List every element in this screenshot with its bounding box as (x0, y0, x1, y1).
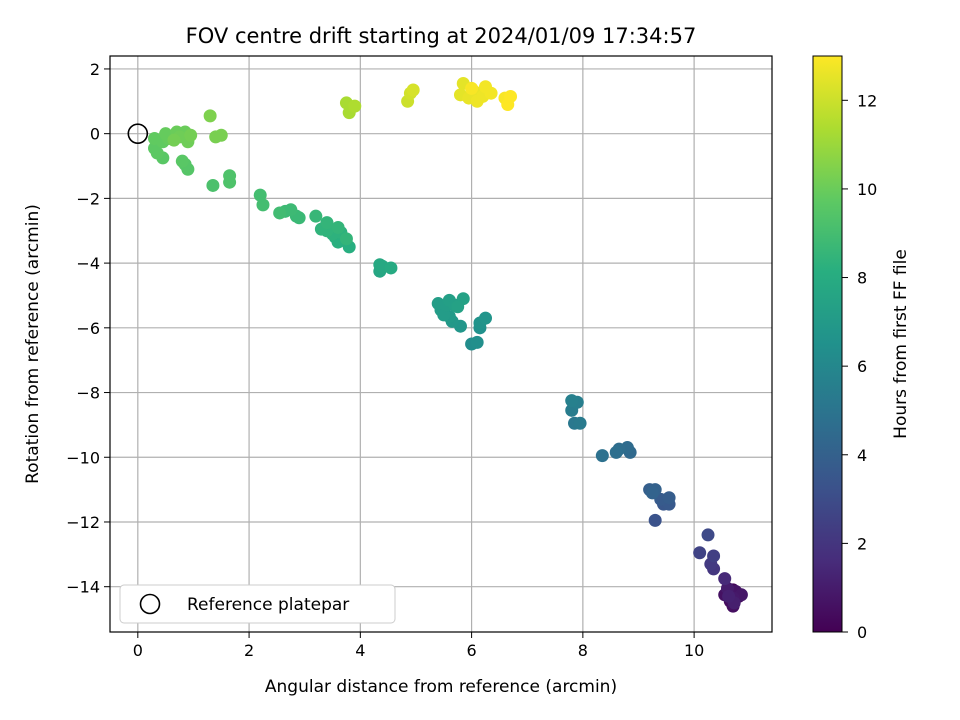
data-point (662, 491, 676, 505)
y-tick-label: −14 (66, 578, 100, 597)
colorbar-tick-label: 6 (857, 357, 867, 376)
legend-marker (139, 593, 161, 615)
data-point (203, 109, 217, 123)
y-axis-label: Rotation from reference (arcmin) (23, 204, 43, 484)
data-point (273, 206, 287, 220)
y-tick-label: −6 (76, 319, 100, 338)
data-point (645, 486, 659, 500)
colorbar-tick-label: 10 (857, 180, 877, 199)
data-point (595, 449, 609, 463)
data-point (707, 549, 721, 563)
colorbar-tick-label: 0 (857, 623, 867, 642)
data-point (331, 221, 345, 235)
data-point (348, 99, 362, 113)
data-point (465, 81, 479, 95)
data-point (718, 572, 732, 586)
data-point (470, 335, 484, 349)
data-point (223, 169, 237, 183)
scatter-points (148, 77, 748, 613)
colorbar (812, 55, 843, 633)
y-tick-label: 2 (90, 60, 100, 79)
data-point (167, 133, 181, 147)
data-point (320, 216, 334, 230)
x-axis-label: Angular distance from reference (arcmin) (265, 677, 617, 697)
data-point (648, 513, 662, 527)
data-point (504, 89, 518, 103)
data-point (565, 394, 579, 408)
data-point (406, 83, 420, 97)
colorbar-tick-label: 8 (857, 269, 867, 288)
grid-lines (110, 56, 772, 632)
x-tick-label: 4 (355, 641, 365, 660)
colorbar-tick-label: 2 (857, 534, 867, 553)
legend-box (119, 584, 396, 624)
data-point (214, 128, 228, 142)
legend: Reference platepar (119, 584, 396, 624)
colorbar-label: Hours from first FF file (891, 249, 911, 439)
y-tick-label: −12 (66, 513, 100, 532)
data-point (722, 589, 736, 603)
y-tick-label: −8 (76, 384, 100, 403)
data-point (693, 546, 707, 560)
data-point (701, 528, 715, 542)
plot-frame (109, 55, 773, 633)
y-tick-label: −4 (76, 254, 100, 273)
data-point (479, 311, 493, 325)
data-point (175, 154, 189, 168)
y-tick-label: 0 (90, 125, 100, 144)
colorbar-tick-label: 12 (857, 91, 877, 110)
y-tick-label: −10 (66, 448, 100, 467)
x-tick-label: 8 (578, 641, 588, 660)
data-point (339, 232, 353, 246)
legend-label: Reference platepar (187, 595, 349, 615)
data-point (573, 416, 587, 430)
data-point (184, 128, 198, 142)
colorbar-ticks: 0 2 4 6 8 10 12 (842, 91, 877, 642)
x-axis-ticks: 0 2 4 6 8 10 (133, 632, 704, 660)
y-axis-ticks: 2 0 −2 −4 −6 −8 −10 −12 −14 (66, 60, 110, 597)
colorbar-tick-label: 4 (857, 446, 867, 465)
x-tick-label: 6 (467, 641, 477, 660)
data-point (373, 258, 387, 272)
data-point (309, 209, 323, 223)
data-point (609, 445, 623, 459)
x-tick-label: 2 (244, 641, 254, 660)
chart-title: FOV centre drift starting at 2024/01/09 … (186, 24, 697, 48)
data-point (206, 178, 220, 192)
data-point (384, 261, 398, 275)
x-tick-label: 0 (133, 641, 143, 660)
x-tick-label: 10 (684, 641, 704, 660)
y-tick-label: −2 (76, 189, 100, 208)
data-point (451, 300, 465, 314)
data-point (484, 86, 498, 100)
reference-platepar-marker (127, 123, 149, 144)
data-point (253, 188, 267, 202)
